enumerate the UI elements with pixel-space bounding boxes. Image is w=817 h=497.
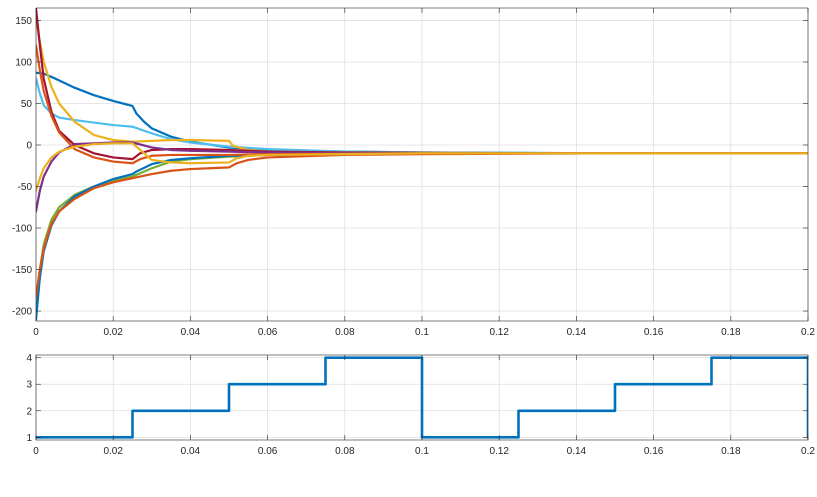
y-tick-label: 4: [26, 353, 32, 364]
x-tick-label: 0.04: [181, 446, 201, 457]
x-tick-label: 0.08: [335, 327, 355, 338]
y-tick-label: 50: [21, 99, 33, 110]
x-tick-label: 0.06: [258, 327, 278, 338]
y-tick-label: 2: [26, 406, 32, 417]
y-tick-label: 0: [26, 140, 32, 151]
x-tick-label: 0.1: [415, 446, 429, 457]
x-tick-label: 0.16: [644, 327, 664, 338]
series-line-7: [36, 152, 808, 299]
y-tick-label: -200: [12, 307, 32, 318]
x-tick-label: 0.02: [103, 446, 123, 457]
x-tick-label: 0.02: [103, 327, 123, 338]
x-tick-label: 0.2: [801, 446, 815, 457]
y-tick-label: 3: [26, 380, 32, 391]
x-tick-label: 0.14: [567, 446, 587, 457]
lower-axes: 0 0.02 0.04 0.06 0.08 0.1 0.12 0.14 0.16 0.18 0.2 1…: [26, 353, 815, 457]
x-tick-label: 0: [33, 327, 39, 338]
x-tick-label: 0.18: [721, 327, 741, 338]
x-tick-label: 0.12: [489, 327, 509, 338]
x-tick-label: 0.12: [489, 446, 509, 457]
x-tick-label: 0.2: [801, 327, 815, 338]
series-group: [36, 8, 808, 321]
y-tick-label: 100: [15, 57, 32, 68]
y-tick-label: -100: [12, 224, 32, 235]
series-line-9: [36, 142, 808, 192]
y-tick-label: 1: [26, 433, 32, 444]
y-tick-label: -50: [18, 182, 33, 193]
upper-axes: 0 0.02 0.04 0.06 0.08 0.1 0.12 0.14 0.16 0.18 0.2 -…: [12, 7, 815, 338]
x-tick-label: 0.08: [335, 446, 355, 457]
x-tick-label: 0.06: [258, 446, 278, 457]
x-tick-label: 0.18: [721, 446, 741, 457]
x-tick-label: 0: [33, 446, 39, 457]
x-tick-label: 0.16: [644, 446, 664, 457]
x-tick-label: 0.04: [181, 327, 201, 338]
x-tick-label: 0.14: [567, 327, 587, 338]
y-tick-label: -150: [12, 265, 32, 276]
x-tick-label: 0.1: [415, 327, 429, 338]
y-tick-label: 150: [15, 16, 32, 27]
